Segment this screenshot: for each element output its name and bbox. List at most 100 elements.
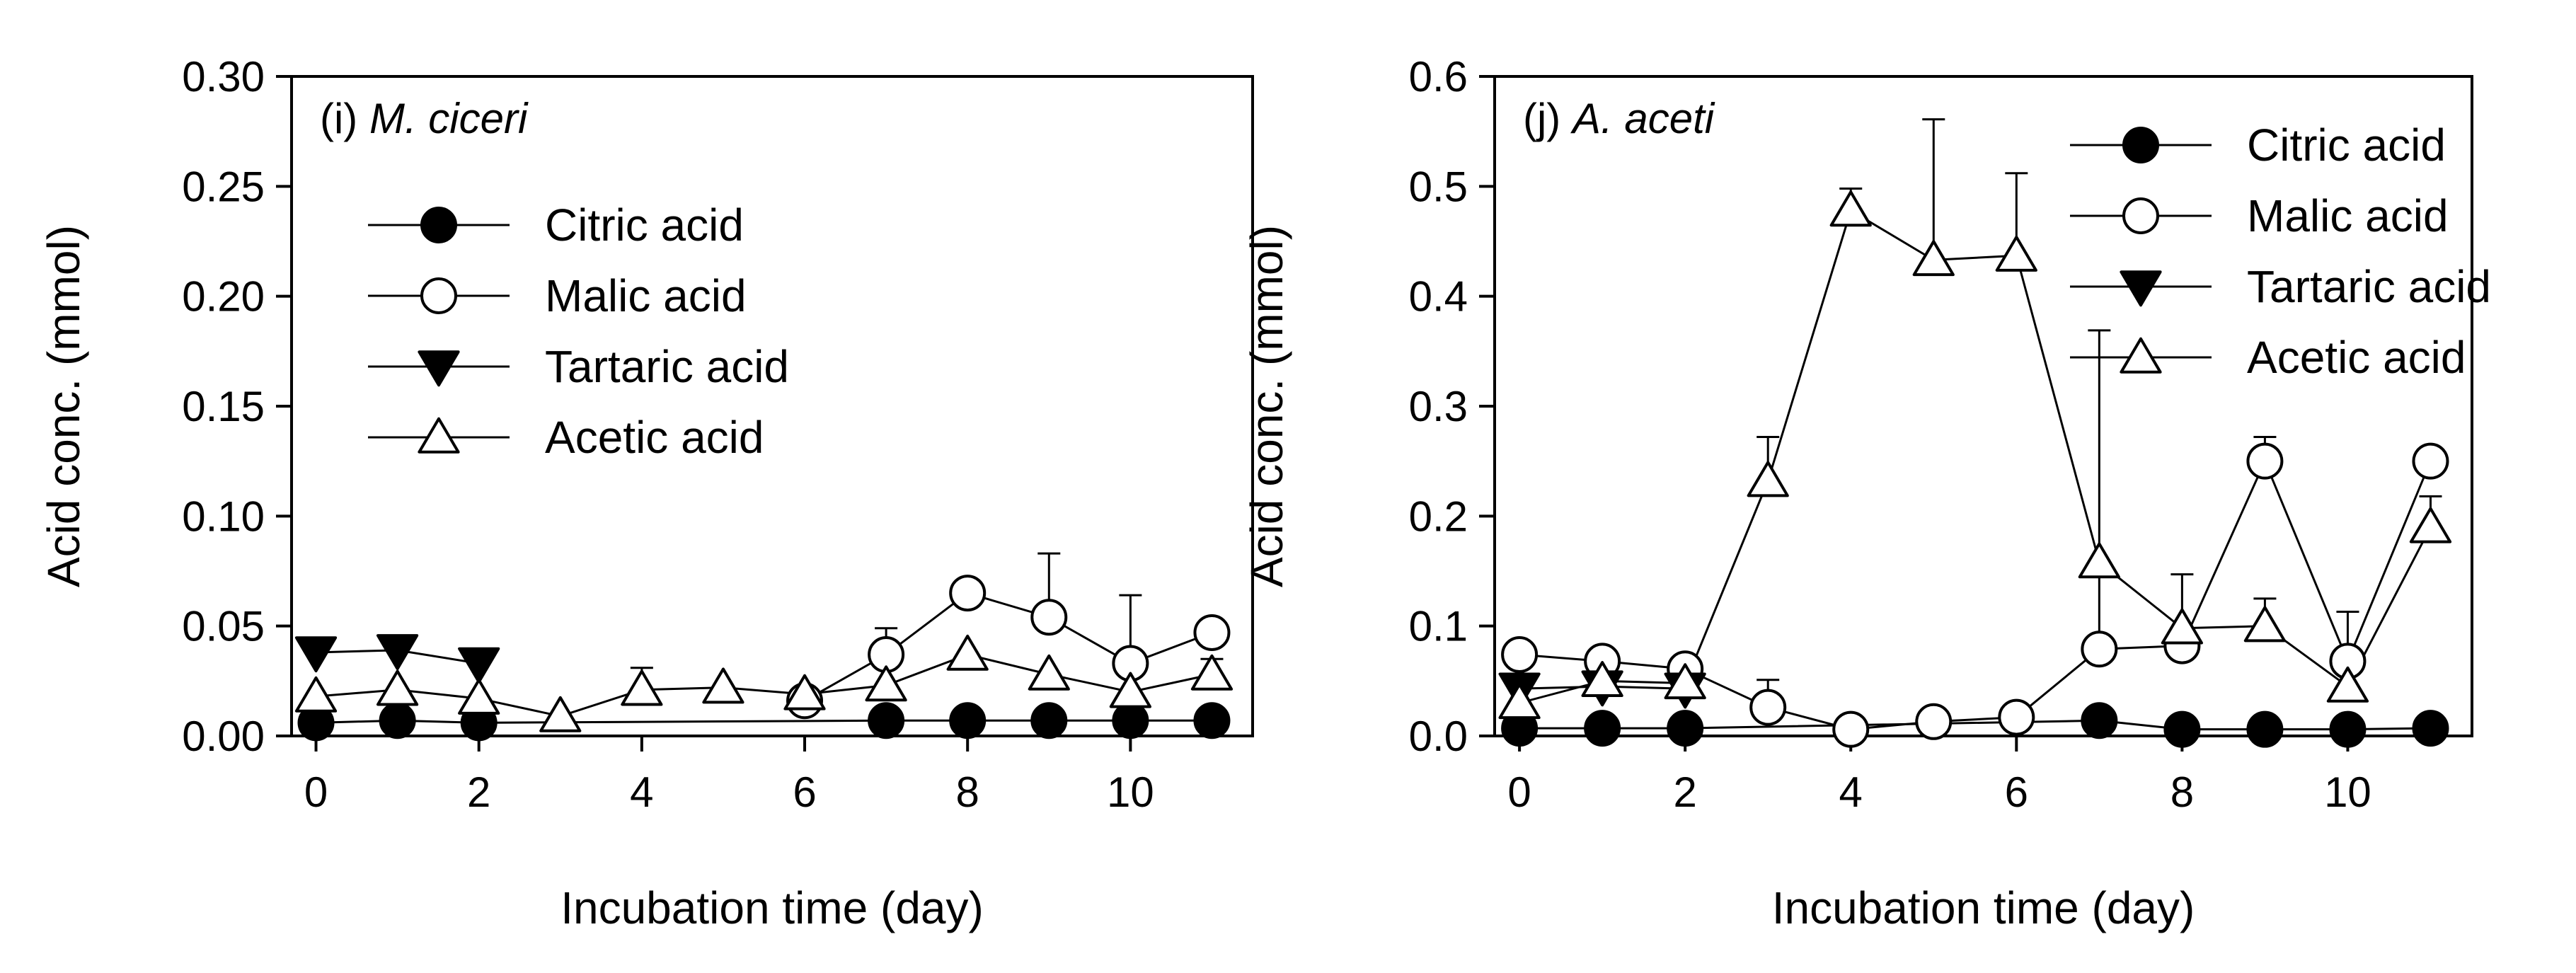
y-tick-label: 0.25 — [182, 163, 265, 210]
y-tick-label: 0.5 — [1409, 163, 1468, 210]
panel-j: 0.0 0.1 0.2 0.3 0.4 0.5 0.6 0 2 4 6 8 10 Incubation t… — [1241, 53, 2491, 933]
point-malic-acid — [2412, 442, 2449, 480]
y-axis-label: Acid conc. (mmol) — [38, 225, 89, 587]
panel-letter: (j) — [1523, 95, 1572, 142]
legend-label-acetic-acid: Acetic acid — [2247, 332, 2466, 383]
y-tick-label: 0.30 — [182, 53, 265, 100]
point-tartaric-acid — [458, 647, 500, 684]
point-acetic-acid — [376, 669, 419, 706]
x-tick-label: 4 — [1839, 768, 1863, 816]
point-citric-acid — [1584, 710, 1621, 747]
point-acetic-acid — [2243, 606, 2287, 643]
point-acetic-acid — [2078, 542, 2120, 579]
point-acetic-acid — [458, 678, 500, 715]
panel-title: A. aceti — [1570, 95, 1715, 142]
point-malic-acid — [949, 575, 987, 612]
point-acetic-acid — [1747, 461, 1789, 497]
x-tick-label: 8 — [2170, 768, 2194, 816]
point-acetic-acid — [294, 676, 338, 713]
x-tick-label: 2 — [467, 768, 490, 816]
panel-title: M. ciceri — [369, 95, 529, 142]
point-acetic-acid — [946, 634, 989, 671]
y-tick-label: 0.1 — [1409, 603, 1468, 650]
legend-label-tartaric-acid: Tartaric acid — [545, 341, 789, 392]
legend-marker-acetic-acid — [418, 417, 460, 454]
legend-label-malic-acid: Malic acid — [2247, 190, 2449, 241]
point-malic-acid — [1193, 614, 1231, 651]
y-axis-label: Acid conc. (mmol) — [1241, 225, 1292, 587]
series-line-citric-acid — [1519, 719, 2431, 731]
legend-marker-malic-acid — [420, 277, 457, 314]
point-malic-acid — [1030, 599, 1068, 636]
legend-label-acetic-acid: Acetic acid — [545, 412, 764, 463]
point-acetic-acid — [865, 665, 907, 702]
x-tick-label: 10 — [1107, 768, 1154, 816]
y-tick-label: 0.05 — [182, 603, 265, 650]
panel-label: (j) A. aceti — [1523, 95, 1715, 142]
legend-marker-tartaric-acid — [418, 350, 460, 387]
point-acetic-acid — [2161, 608, 2203, 645]
y-tick-label: 0.10 — [182, 493, 265, 540]
plot-frame — [290, 75, 1254, 737]
point-acetic-acid — [783, 674, 826, 710]
series-line-malic-acid — [804, 592, 1212, 702]
y-tick-label: 0.6 — [1409, 53, 1468, 100]
point-citric-acid — [2246, 710, 2284, 748]
point-acetic-acid — [1109, 672, 1151, 708]
point-malic-acid — [2081, 631, 2118, 668]
y-tick-label: 0.3 — [1409, 383, 1468, 430]
series-line-acetic-acid — [316, 653, 1212, 718]
point-tartaric-acid — [376, 634, 419, 671]
legend: Citric acid Malic acid Tartaric acid Acetic… — [368, 200, 789, 463]
legend-marker-acetic-acid — [2120, 337, 2162, 374]
point-malic-acid — [2246, 442, 2284, 480]
legend-label-citric-acid: Citric acid — [2247, 120, 2446, 171]
point-citric-acid — [1667, 710, 1704, 747]
point-malic-acid — [1915, 703, 1953, 740]
legend-label-tartaric-acid: Tartaric acid — [2247, 261, 2491, 312]
point-malic-acid — [1998, 698, 2035, 736]
point-acetic-acid — [2326, 666, 2369, 703]
point-tartaric-acid — [294, 636, 338, 673]
point-citric-acid — [1030, 702, 1068, 739]
point-acetic-acid — [1190, 654, 1234, 691]
point-acetic-acid — [1498, 683, 1541, 720]
x-tick-label: 0 — [1507, 768, 1531, 816]
point-malic-acid — [1749, 689, 1787, 726]
legend: Citric acid Malic acid Tartaric acid Acetic… — [2070, 120, 2491, 383]
panel-letter: (i) — [320, 95, 369, 142]
point-citric-acid — [949, 702, 987, 739]
point-malic-acid — [1832, 710, 1870, 748]
point-citric-acid — [379, 702, 416, 739]
y-tick-label: 0.20 — [182, 273, 265, 321]
y-tick-label: 0.15 — [182, 383, 265, 430]
point-acetic-acid — [1912, 240, 1955, 277]
x-tick-label: 2 — [1673, 768, 1696, 816]
legend-label-malic-acid: Malic acid — [545, 270, 747, 321]
point-acetic-acid — [1028, 654, 1070, 691]
point-acetic-acid — [702, 667, 744, 704]
plot-frame — [1493, 75, 2473, 737]
x-axis-label: Incubation time (day) — [560, 882, 984, 933]
point-acetic-acid — [1829, 190, 1872, 227]
y-tick-label: 0.00 — [182, 713, 265, 760]
y-tick-label: 0.4 — [1409, 273, 1468, 321]
x-tick-label: 0 — [304, 768, 328, 816]
series-line-citric-acid — [316, 719, 1212, 724]
point-acetic-acid — [621, 669, 663, 706]
panel-label: (i) M. ciceri — [320, 95, 529, 142]
point-citric-acid — [868, 702, 905, 739]
point-citric-acid — [1112, 702, 1149, 739]
series-line-malic-acid — [1519, 458, 2432, 731]
legend-marker-citric-acid — [420, 207, 457, 243]
x-tick-label: 4 — [630, 768, 653, 816]
point-acetic-acid — [1664, 663, 1706, 700]
x-tick-label: 6 — [793, 768, 816, 816]
point-citric-acid — [2329, 710, 2367, 748]
legend-label-citric-acid: Citric acid — [545, 200, 744, 251]
point-malic-acid — [1501, 636, 1539, 674]
point-acetic-acid — [1995, 235, 2037, 272]
point-citric-acid — [2163, 710, 2201, 748]
